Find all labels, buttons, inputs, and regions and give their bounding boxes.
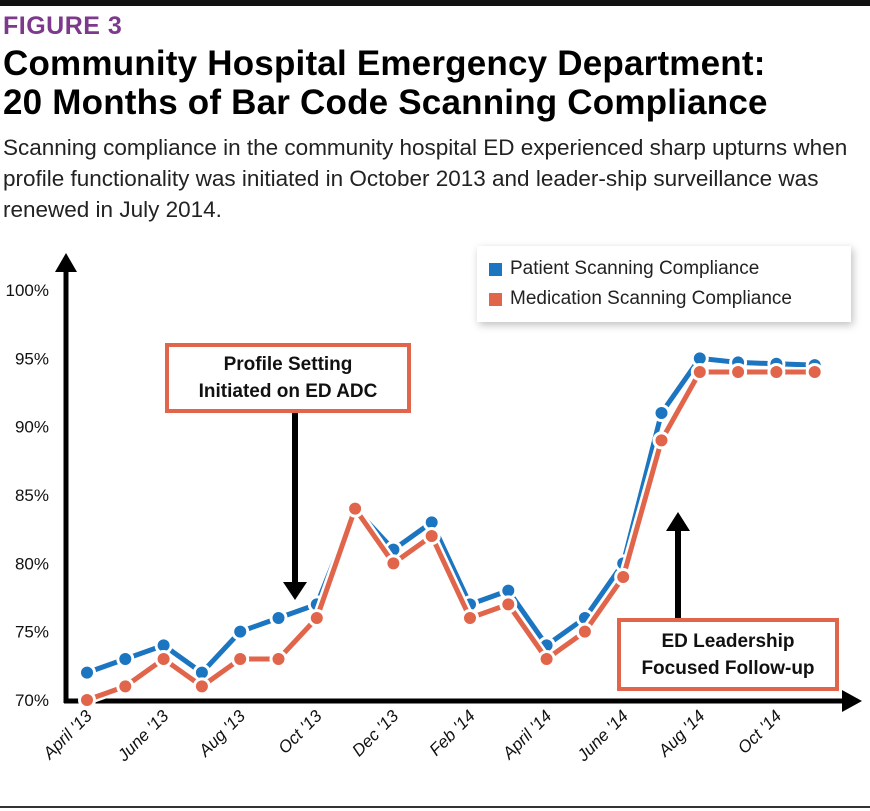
data-point: [231, 650, 250, 668]
annotation-line: Focused Follow-up: [641, 657, 815, 679]
series-group: [78, 349, 824, 709]
arrowhead-down: [283, 582, 307, 600]
x-tick-label: Oct '13: [274, 706, 326, 758]
x-tick-label: April '14: [498, 706, 555, 763]
data-point: [384, 554, 403, 573]
data-point: [269, 609, 288, 627]
figure-label: FIGURE 3: [3, 12, 123, 40]
data-point: [614, 568, 633, 586]
data-point: [729, 363, 748, 381]
x-tick-label: June '13: [113, 706, 173, 766]
legend: Patient Scanning Compliance Medication S…: [477, 246, 851, 322]
x-tick-label: Dec '13: [348, 706, 402, 760]
data-point: [116, 677, 135, 696]
y-tick-labels: 70% 75% 80% 85% 90% 95% 100%: [6, 281, 49, 710]
legend-label-medication: Medication Scanning Compliance: [510, 288, 792, 309]
y-axis-arrowhead: [55, 253, 77, 272]
annotation-arrows: [283, 413, 690, 618]
data-point: [154, 650, 173, 668]
annotation-line: ED Leadership: [661, 630, 795, 652]
series-medication: [78, 363, 824, 709]
y-tick-label: 80%: [15, 554, 49, 573]
x-tick-label: June '14: [573, 706, 632, 765]
legend-swatch-medication: [489, 292, 502, 306]
data-point: [231, 622, 250, 641]
data-point: [116, 650, 135, 668]
x-tick-label: Feb '14: [426, 706, 479, 759]
data-point: [690, 363, 709, 381]
bottom-rule: [0, 806, 870, 808]
data-point: [499, 595, 518, 614]
data-point: [575, 622, 594, 641]
data-point: [652, 431, 671, 450]
data-point: [767, 363, 786, 381]
data-point: [461, 609, 479, 627]
arrowhead-up: [666, 512, 690, 531]
legend-item-patient: Patient Scanning Compliance: [489, 258, 759, 280]
y-tick-label: 95%: [15, 349, 49, 368]
x-tick-label: Aug '14: [654, 706, 709, 761]
legend-swatch-patient: [489, 262, 502, 276]
top-rule: [0, 0, 870, 6]
data-point: [78, 691, 96, 709]
data-point: [78, 663, 96, 682]
annotation-line: Profile Setting: [223, 354, 353, 375]
y-tick-label: 85%: [15, 486, 49, 505]
x-tick-label: Oct '14: [734, 706, 785, 757]
annotation-line: Initiated on ED ADC: [198, 381, 378, 402]
x-tick-labels: April '13 June '13 Aug '13 Oct '13 Dec '13 Fe…: [39, 706, 786, 766]
title-line-1: Community Hospital Emergency Department:: [3, 44, 766, 83]
data-point: [422, 527, 441, 545]
axes: [55, 253, 862, 712]
data-point: [537, 650, 556, 668]
legend-item-medication: Medication Scanning Compliance: [489, 288, 792, 310]
data-point: [307, 609, 326, 627]
annotation-profile-setting: Profile Setting Initiated on ED ADC: [165, 343, 411, 413]
x-tick-label: April '13: [39, 706, 97, 764]
y-tick-label: 75%: [15, 623, 49, 642]
data-point: [652, 404, 671, 422]
x-tick-label: Aug '13: [194, 706, 249, 761]
data-point: [805, 363, 824, 381]
title-line-2: 20 Months of Bar Code Scanning Complianc…: [3, 83, 768, 122]
data-point: [346, 499, 365, 518]
data-point: [192, 677, 211, 696]
legend-label-patient: Patient Scanning Compliance: [510, 258, 760, 279]
y-tick-label: 90%: [15, 418, 49, 437]
chart-subtitle: Scanning compliance in the community hos…: [3, 135, 848, 222]
data-point: [269, 650, 288, 668]
chart-title: Community Hospital Emergency Department:…: [3, 44, 768, 122]
x-axis-arrowhead: [842, 690, 862, 712]
y-tick-label: 70%: [15, 691, 49, 710]
y-tick-label: 100%: [6, 281, 49, 300]
annotation-ed-leadership: ED Leadership Focused Follow-up: [617, 618, 839, 691]
